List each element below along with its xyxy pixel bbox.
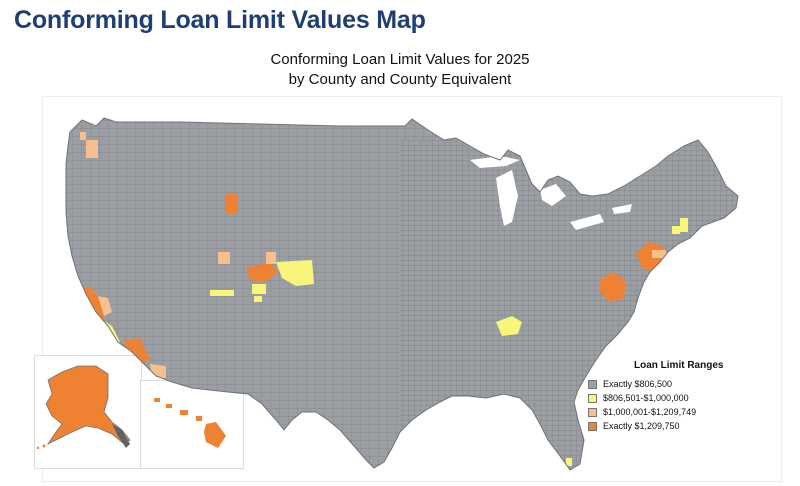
map-title-line-1: Conforming Loan Limit Values for 2025 <box>270 51 530 68</box>
legend-item-1000001-1209749: $1,000,001-$1,209,749 <box>588 405 758 419</box>
hawaii-shape <box>154 398 226 448</box>
legend-label: $806,501-$1,000,000 <box>603 393 689 403</box>
legend: Loan Limit Ranges Exactly $806,500 $806,… <box>588 360 758 433</box>
legend-title: Loan Limit Ranges <box>634 360 724 371</box>
legend-label: Exactly $1,209,750 <box>603 421 680 431</box>
legend-label: Exactly $806,500 <box>603 379 673 389</box>
map-title-line-2: by County and County Equivalent <box>288 71 512 88</box>
alaska-shape <box>36 365 131 450</box>
map-frame <box>42 96 782 482</box>
page-title: Conforming Loan Limit Values Map <box>14 6 426 34</box>
legend-item-exactly-806500: Exactly $806,500 <box>588 377 758 391</box>
legend-item-exactly-1209750: Exactly $1,209,750 <box>588 419 758 433</box>
legend-label: $1,000,001-$1,209,749 <box>603 407 697 417</box>
legend-swatch <box>588 393 597 403</box>
hawaii-inset <box>140 380 244 469</box>
legend-swatch <box>588 421 597 431</box>
legend-swatch <box>588 379 597 389</box>
legend-item-806501-1000000: $806,501-$1,000,000 <box>588 391 758 405</box>
map-title: Conforming Loan Limit Values for 2025 by… <box>0 50 800 90</box>
legend-swatch <box>588 407 597 417</box>
